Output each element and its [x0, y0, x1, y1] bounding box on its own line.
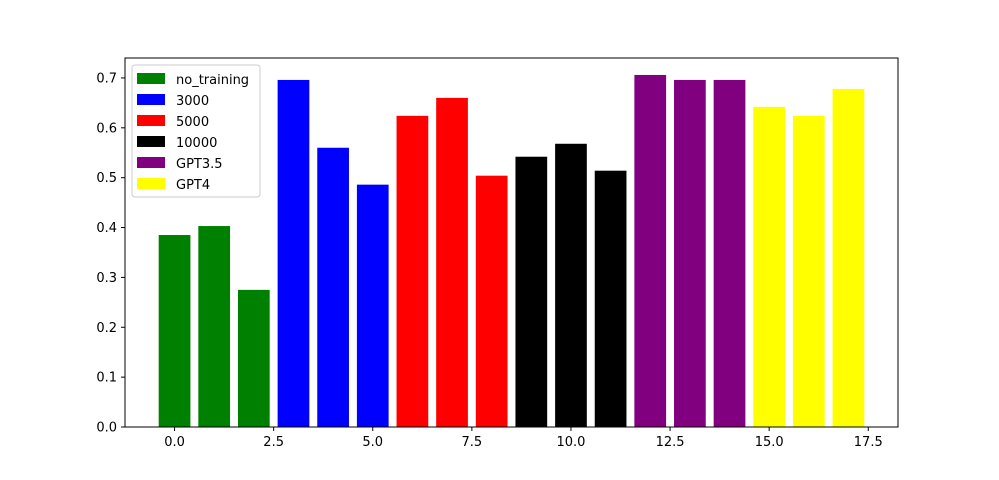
- legend-swatch-3000: [137, 94, 165, 105]
- x-tick-label: 2.5: [263, 435, 284, 450]
- bar-5000-1: [436, 97, 468, 427]
- bar-3000-1: [317, 147, 349, 427]
- legend-label-10000: 10000: [176, 136, 217, 151]
- legend-swatch-5000: [137, 115, 165, 126]
- bar-gpt4-2: [832, 88, 865, 428]
- y-tick-label: 0.7: [96, 71, 117, 86]
- axes-layer: 0.0 2.5 5.0 7.5 10.0 12.5 15.0 17.5 0.0 0.1 0.2 0.3…: [96, 57, 899, 450]
- legend: no_training 3000 5000 10000 GPT3.5 GPT4: [131, 64, 261, 198]
- bar-10000-0: [515, 156, 548, 428]
- y-tick-label: 0.3: [96, 271, 117, 286]
- legend-label-5000: 5000: [176, 115, 209, 130]
- x-tick-label: 15.0: [755, 435, 784, 450]
- legend-label-3000: 3000: [176, 94, 209, 109]
- y-tick-label: 0.2: [96, 321, 117, 336]
- x-tick-label: 17.5: [854, 435, 883, 450]
- legend-swatch-gpt4: [137, 178, 165, 189]
- x-tick-label: 10.0: [556, 435, 585, 450]
- x-tick-label: 7.5: [462, 435, 483, 450]
- legend-label-no-training: no_training: [176, 73, 249, 88]
- bars-layer: [158, 74, 865, 428]
- legend-swatch-10000: [137, 136, 165, 147]
- bar-no-training-2: [237, 289, 270, 427]
- bar-no-training-1: [198, 226, 231, 427]
- legend-swatch-no-training: [137, 73, 165, 84]
- y-tick-label: 0.0: [96, 421, 117, 436]
- y-tick-label: 0.4: [96, 221, 117, 236]
- bar-3000-0: [277, 79, 310, 427]
- y-tick-label: 0.1: [96, 371, 117, 386]
- bar-gpt4-1: [792, 115, 825, 427]
- x-tick-label: 5.0: [362, 435, 383, 450]
- bar-3000-2: [356, 184, 389, 427]
- y-tick-label: 0.6: [96, 121, 117, 136]
- legend-label-gpt4: GPT4: [176, 178, 210, 193]
- bar-gpt3-5-0: [634, 74, 667, 428]
- bar-gpt3-5-2: [713, 79, 746, 427]
- bar-5000-0: [396, 115, 429, 427]
- bar-gpt3-5-1: [674, 79, 706, 427]
- bar-10000-1: [555, 143, 587, 427]
- bar-gpt4-0: [753, 106, 786, 428]
- legend-swatch-gpt3-5: [137, 157, 165, 168]
- plot-frame: [124, 57, 899, 428]
- bar-5000-2: [475, 175, 508, 427]
- x-tick-label: 0.0: [164, 435, 185, 450]
- bar-no-training-0: [158, 235, 191, 427]
- y-tick-label: 0.5: [96, 171, 117, 186]
- bar-10000-2: [594, 170, 627, 428]
- x-tick-label: 12.5: [656, 435, 685, 450]
- legend-label-gpt3-5: GPT3.5: [176, 157, 223, 172]
